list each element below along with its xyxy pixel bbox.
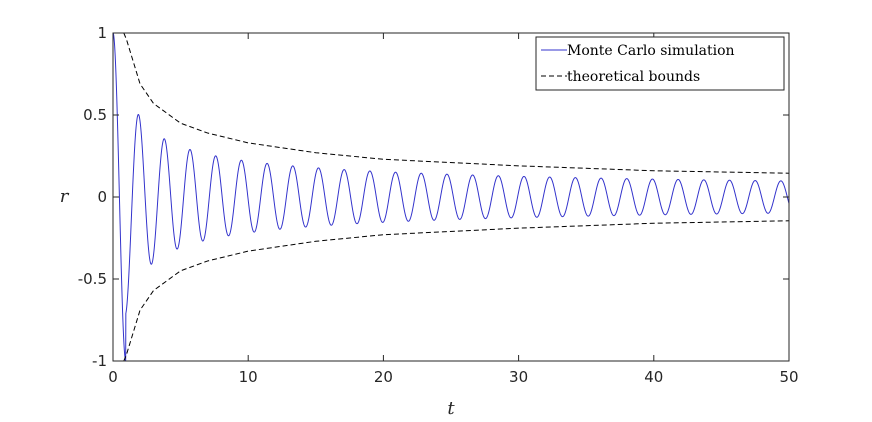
x-axis-label: t <box>447 398 455 419</box>
y-tick-label: 1 <box>97 24 107 42</box>
legend-box <box>535 36 785 91</box>
x-tick-label: 10 <box>239 368 258 386</box>
y-tick-label: 0.5 <box>83 106 107 124</box>
y-axis-label: r <box>60 186 70 207</box>
y-tick-label: 0 <box>97 188 107 206</box>
theoretical-bound-lower <box>123 220 789 361</box>
axis-ticks: 0 10 20 30 40 50 1 0.5 0 -0.5 -1 <box>78 24 799 386</box>
x-tick-label: 0 <box>108 368 118 386</box>
legend-label-bounds: theoretical bounds <box>567 69 700 85</box>
x-tick-label: 30 <box>509 368 528 386</box>
theoretical-bound-upper <box>123 33 789 174</box>
y-tick-label: -0.5 <box>78 270 107 288</box>
x-tick-label: 20 <box>374 368 393 386</box>
x-tick-label: 40 <box>644 368 663 386</box>
x-tick-label: 50 <box>779 368 798 386</box>
legend: Monte Carlo simulation theoretical bound… <box>535 36 785 91</box>
legend-label-monte-carlo: Monte Carlo simulation <box>567 43 735 59</box>
plot-curves <box>113 33 789 361</box>
y-tick-label: -1 <box>92 352 107 370</box>
monte-carlo-line <box>113 33 789 361</box>
